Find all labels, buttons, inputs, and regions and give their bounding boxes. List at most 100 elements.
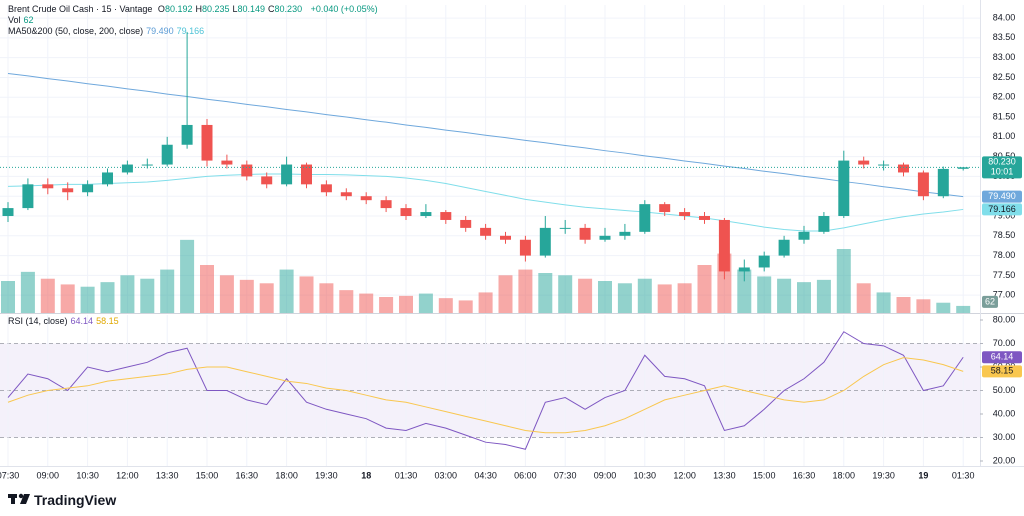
x-tick-label: 18:00 xyxy=(833,470,856,480)
volume-bar xyxy=(876,292,891,313)
candle-body xyxy=(878,164,890,166)
volume-bar xyxy=(956,305,971,313)
candle-body xyxy=(102,172,113,185)
rsi-badge xyxy=(982,351,1022,364)
volume-bar xyxy=(478,292,493,313)
x-tick-label: 01:30 xyxy=(395,470,418,480)
volume-bar xyxy=(677,283,692,313)
ohlc: O80.192 H80.235 L80.149 C80.230 xyxy=(158,4,305,14)
x-tick-label: 04:30 xyxy=(474,470,497,480)
ma200-value: 79.490 xyxy=(146,26,174,36)
volume-bar xyxy=(299,276,314,313)
candle-body xyxy=(519,239,531,256)
candle-body xyxy=(301,164,312,185)
candle-body xyxy=(559,227,571,229)
candle-body xyxy=(400,208,412,217)
x-tick-label: 12:00 xyxy=(116,470,139,480)
y-tick-label: 20.00 xyxy=(993,455,1016,465)
candle-body xyxy=(201,124,213,161)
volume-bar xyxy=(319,283,334,313)
y-tick-label: 84.00 xyxy=(993,12,1016,22)
candle-body xyxy=(798,231,810,240)
volume-badge xyxy=(982,295,998,308)
x-tick-label: 18 xyxy=(361,470,371,480)
candle-body xyxy=(619,231,631,236)
ma-badge-text: 79.166 xyxy=(988,204,1016,214)
y-tick-label: 82.00 xyxy=(993,92,1016,102)
candle-body xyxy=(221,160,233,165)
candle-body xyxy=(500,235,511,240)
x-tick-label: 09:00 xyxy=(594,470,617,480)
y-tick-label: 80.00 xyxy=(993,314,1016,324)
candle-body xyxy=(141,164,153,166)
volume-bar xyxy=(40,278,55,313)
y-tick-label: 70.00 xyxy=(993,338,1016,348)
candle-body xyxy=(758,255,770,268)
y-tick-label: 50.00 xyxy=(993,385,1016,395)
x-tick-label: 19:30 xyxy=(872,470,895,480)
x-tick-label: 03:00 xyxy=(435,470,458,480)
candle-body xyxy=(241,164,253,177)
brand-logo xyxy=(8,493,30,504)
candle-body xyxy=(539,227,551,256)
price-badge xyxy=(982,156,1022,179)
volume-bar xyxy=(259,283,274,313)
change: +0.040 (+0.05%) xyxy=(310,4,378,14)
candle-body xyxy=(599,235,611,240)
y-tick-label: 40.00 xyxy=(993,408,1016,418)
volume-bar xyxy=(359,293,374,313)
rsi-badge-text: 58.15 xyxy=(991,366,1014,376)
field-value: 80.235 xyxy=(201,4,230,14)
volume-bar xyxy=(836,249,851,313)
brand: TradingView xyxy=(34,492,117,508)
x-tick-label: 12:00 xyxy=(673,470,696,480)
candle-body xyxy=(62,188,74,193)
legend-rsi: RSI (14, close) 64.14 58.15 xyxy=(8,316,122,326)
x-tick-label: 16:30 xyxy=(793,470,816,480)
volume-bar xyxy=(200,265,214,313)
volume-bar xyxy=(936,302,951,313)
candle-body xyxy=(340,192,352,197)
volume-bar xyxy=(856,283,871,313)
candle-body xyxy=(917,172,929,197)
x-tick-label: 01:30 xyxy=(952,470,975,480)
candle-body xyxy=(420,212,432,217)
volume-bar xyxy=(538,273,553,313)
x-tick-label: 06:00 xyxy=(514,470,537,480)
candle-body xyxy=(121,164,133,173)
x-tick-label: 07:30 xyxy=(554,470,577,480)
moving-average xyxy=(7,72,964,198)
volume-bar xyxy=(239,279,254,313)
volume-bar xyxy=(339,290,354,313)
candle-body xyxy=(320,184,332,193)
volume-bar xyxy=(180,239,195,313)
candle-body xyxy=(818,216,830,232)
rsi-badge-text: 64.14 xyxy=(991,352,1014,362)
ma50-value: 79.166 xyxy=(176,26,205,36)
x-tick-label: 10:30 xyxy=(634,470,657,480)
countdown: 10:01 xyxy=(991,167,1014,177)
candle-body xyxy=(82,184,94,193)
volume-bar xyxy=(757,276,772,313)
volume-bar xyxy=(777,278,792,313)
x-tick-label: 19:30 xyxy=(315,470,338,480)
ma-badge-text: 79.490 xyxy=(988,191,1016,201)
legend-ma: MA50&200 (50, close, 200, close) 79.490 79… xyxy=(8,26,207,36)
volume-bar xyxy=(219,275,234,313)
volume-bar xyxy=(598,281,612,313)
rsi-line xyxy=(7,331,964,450)
field-value: 80.230 xyxy=(274,4,303,14)
volume-bar xyxy=(100,282,115,313)
x-tick-label: 16:30 xyxy=(236,470,259,480)
volume-bar xyxy=(518,269,533,313)
x-tick-label: 15:00 xyxy=(196,470,219,480)
ma-badge xyxy=(982,203,1022,216)
volume-bar xyxy=(816,279,831,313)
volume-bar xyxy=(399,295,413,313)
field-key: C xyxy=(268,4,275,14)
volume-bar xyxy=(379,297,394,313)
rsi-ma-value: 58.15 xyxy=(96,316,119,326)
y-tick-label: 81.50 xyxy=(993,111,1016,121)
y-tick-label: 80.50 xyxy=(993,151,1016,161)
